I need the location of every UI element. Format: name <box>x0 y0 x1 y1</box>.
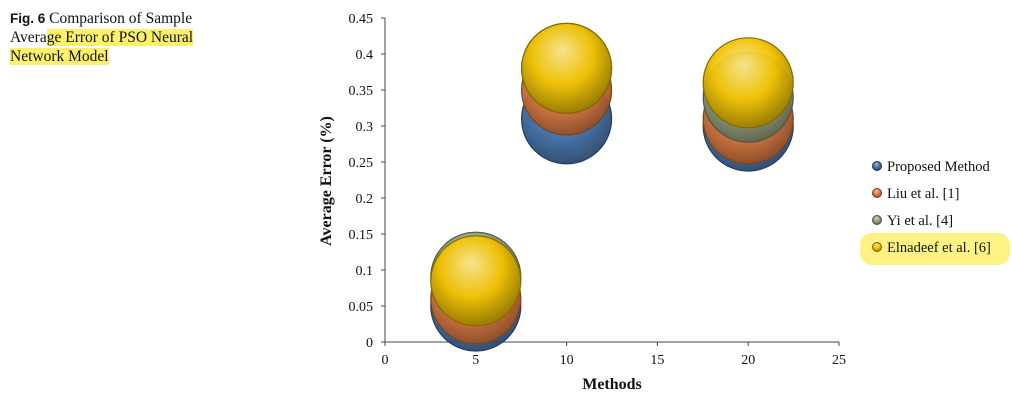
caption-text-4: Network Model <box>10 48 109 65</box>
y-tick-label: 0.1 <box>356 264 374 279</box>
y-tick-label: 0.2 <box>356 192 374 207</box>
y-axis-title: Average Error (%) <box>318 116 335 246</box>
legend-label: Elnadeef et al. [6] <box>887 240 991 256</box>
y-tick-label: 0.3 <box>356 120 374 135</box>
legend-marker <box>872 242 882 252</box>
bubble-elnadeef-et-al-6 <box>520 22 613 115</box>
y-tick-label: 0.4 <box>356 48 374 63</box>
legend-marker <box>872 161 882 171</box>
bubble-elnadeef-et-al-6 <box>430 235 522 327</box>
y-tick-label: 0.15 <box>349 228 374 243</box>
legend-label: Yi et al. [4] <box>887 213 953 229</box>
y-tick-label: 0.05 <box>349 300 374 315</box>
caption-text-2: Avera <box>10 29 47 46</box>
y-tick-label: 0.45 <box>349 12 374 27</box>
y-tick-label: 0 <box>366 336 373 351</box>
x-tick-label: 5 <box>472 353 479 368</box>
figure-caption: Fig. 6 Comparison of Sample Average Erro… <box>10 9 230 66</box>
legend-highlight <box>860 233 1010 265</box>
x-axis-title: Methods <box>582 376 642 393</box>
legend-marker <box>872 215 882 225</box>
x-tick-label: 0 <box>382 353 389 368</box>
x-tick-label: 10 <box>560 353 574 368</box>
x-tick-label: 25 <box>832 353 846 368</box>
legend-label: Liu et al. [1] <box>887 186 959 202</box>
y-tick-label: 0.35 <box>349 84 374 99</box>
caption-text-1: Comparison of Sample <box>49 10 193 27</box>
legend-marker <box>872 188 882 198</box>
legend-label: Proposed Method <box>887 159 990 175</box>
figure-label: Fig. 6 <box>10 11 46 26</box>
x-tick-label: 20 <box>741 353 755 368</box>
caption-text-3: ge Error of PSO Neural <box>46 29 194 46</box>
x-tick-label: 15 <box>650 353 664 368</box>
y-tick-label: 0.25 <box>349 156 374 171</box>
bubble-elnadeef-et-al-6 <box>702 37 794 129</box>
